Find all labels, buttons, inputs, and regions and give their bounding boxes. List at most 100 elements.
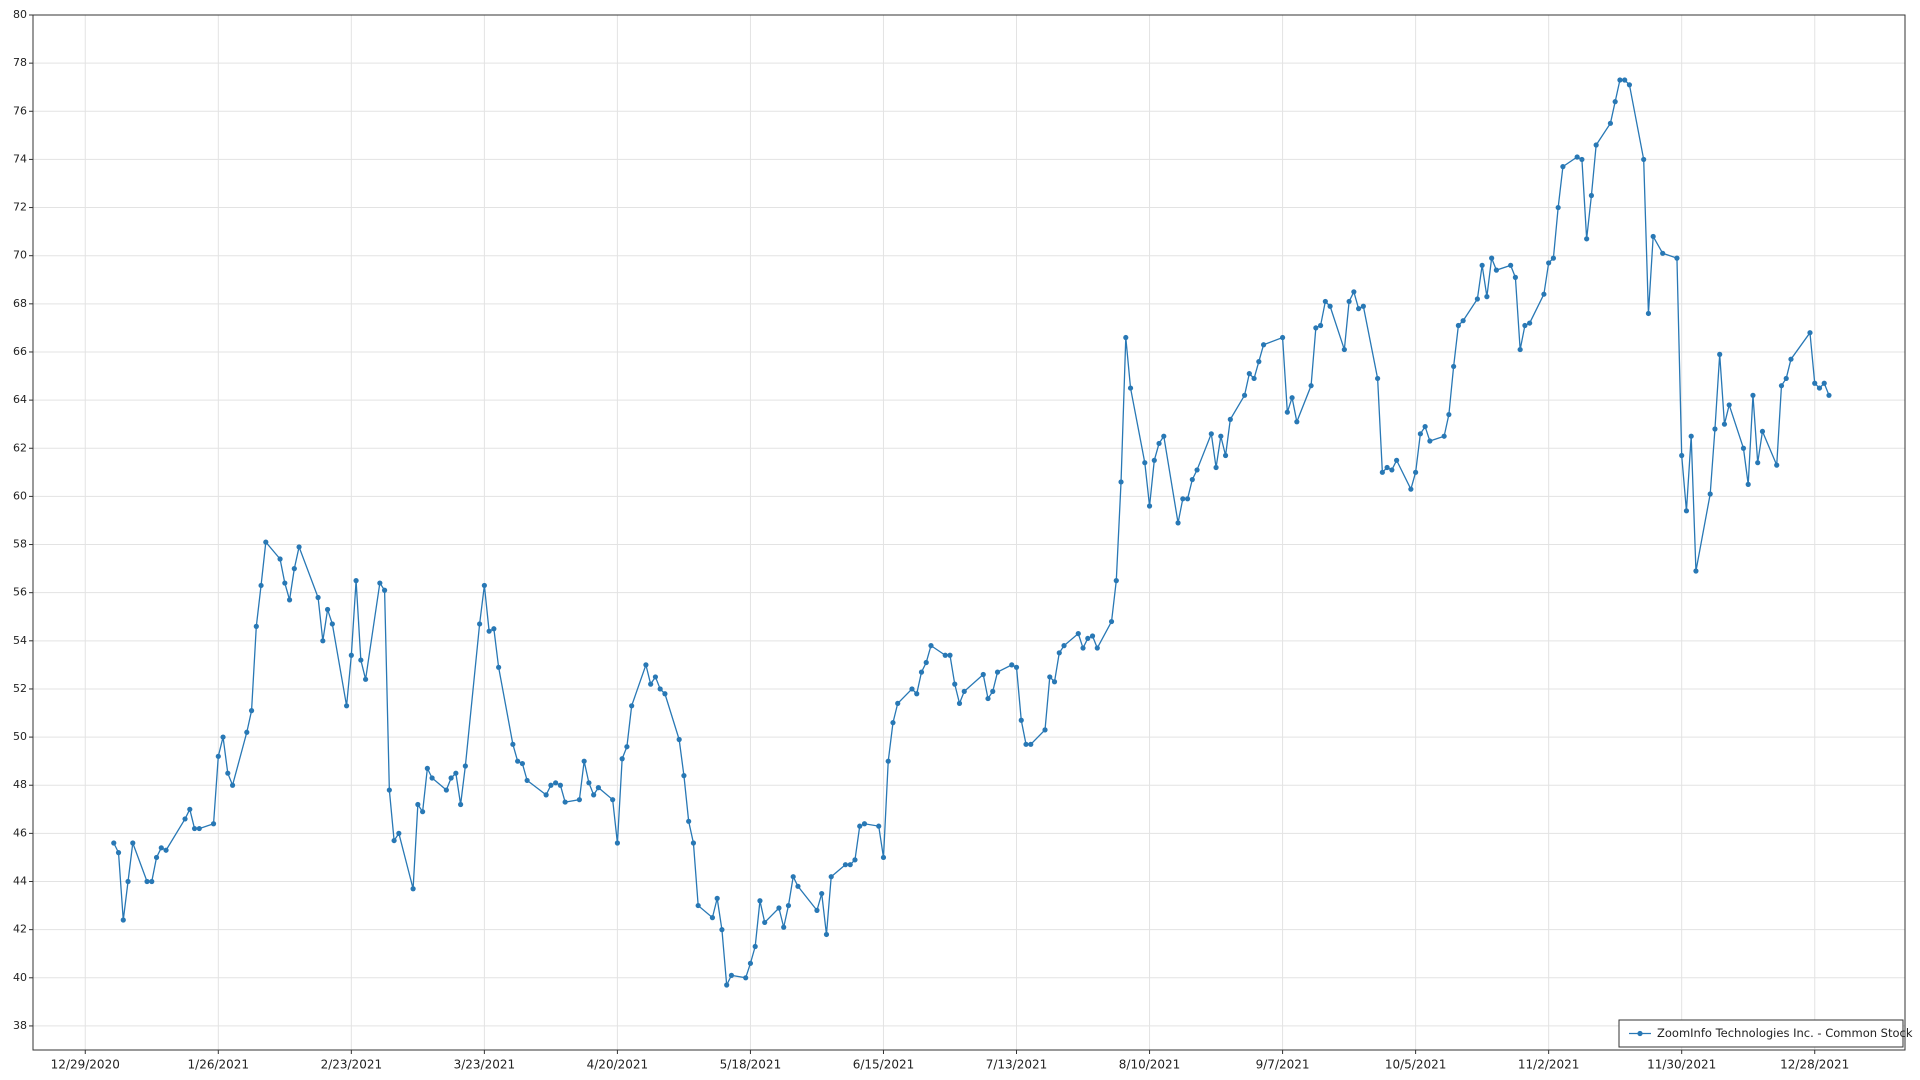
point bbox=[947, 652, 953, 658]
point bbox=[458, 801, 464, 808]
x-tick-label: 1/26/2021 bbox=[188, 1058, 250, 1072]
point bbox=[282, 580, 288, 586]
point bbox=[149, 878, 155, 885]
point bbox=[182, 816, 188, 822]
point bbox=[1607, 120, 1614, 126]
point bbox=[657, 686, 663, 692]
point bbox=[980, 671, 986, 678]
point bbox=[695, 902, 701, 909]
point bbox=[225, 770, 231, 776]
point bbox=[1118, 479, 1124, 485]
point bbox=[1726, 402, 1732, 408]
point bbox=[1740, 445, 1747, 451]
point bbox=[443, 787, 449, 793]
point bbox=[1417, 431, 1423, 437]
point bbox=[757, 898, 763, 904]
point bbox=[1075, 630, 1081, 637]
point bbox=[1284, 409, 1290, 415]
point bbox=[1479, 262, 1485, 268]
point bbox=[923, 659, 929, 666]
point bbox=[1341, 346, 1347, 353]
point bbox=[1108, 618, 1115, 625]
point bbox=[396, 830, 402, 836]
point bbox=[1346, 298, 1352, 305]
point bbox=[191, 825, 198, 832]
point bbox=[1279, 334, 1286, 341]
point bbox=[187, 806, 193, 812]
x-tick-label: 2/23/2021 bbox=[321, 1058, 383, 1072]
point bbox=[125, 878, 131, 885]
point bbox=[296, 544, 302, 550]
point bbox=[481, 582, 487, 589]
point bbox=[861, 821, 868, 827]
point bbox=[795, 883, 801, 889]
point bbox=[819, 890, 825, 897]
point bbox=[248, 708, 255, 714]
point bbox=[153, 854, 160, 861]
point bbox=[1413, 469, 1419, 475]
point bbox=[719, 927, 725, 933]
point bbox=[1375, 375, 1381, 382]
point bbox=[895, 700, 901, 706]
point bbox=[1009, 662, 1015, 668]
point bbox=[880, 854, 887, 861]
legend-marker bbox=[1637, 1030, 1643, 1037]
point bbox=[994, 669, 1001, 675]
point bbox=[1085, 635, 1091, 642]
point bbox=[1161, 433, 1167, 439]
point bbox=[1241, 392, 1248, 398]
point bbox=[315, 594, 321, 601]
point bbox=[614, 840, 621, 846]
x-tick-label: 11/30/2021 bbox=[1647, 1058, 1716, 1072]
point bbox=[477, 621, 483, 627]
point bbox=[377, 580, 383, 586]
point bbox=[1712, 426, 1718, 432]
point bbox=[681, 773, 687, 779]
point bbox=[1721, 421, 1728, 427]
point bbox=[728, 972, 735, 978]
point bbox=[1175, 520, 1181, 526]
point bbox=[115, 850, 122, 856]
point bbox=[111, 840, 117, 846]
point bbox=[643, 662, 649, 668]
point bbox=[918, 669, 925, 675]
y-tick-label: 74 bbox=[13, 152, 27, 165]
point bbox=[1489, 255, 1495, 261]
point bbox=[1427, 438, 1433, 444]
point bbox=[586, 780, 592, 786]
point bbox=[386, 787, 392, 793]
point bbox=[1650, 233, 1656, 240]
point bbox=[491, 626, 497, 632]
point bbox=[676, 736, 682, 743]
y-tick-label: 56 bbox=[13, 586, 27, 599]
point bbox=[914, 691, 920, 697]
point bbox=[629, 703, 635, 709]
point bbox=[120, 917, 126, 923]
point bbox=[928, 643, 934, 649]
point bbox=[1527, 320, 1533, 326]
legend-box bbox=[1618, 1019, 1904, 1048]
point bbox=[952, 681, 958, 687]
y-tick-label: 52 bbox=[13, 682, 27, 695]
y-tick-label: 58 bbox=[13, 538, 27, 551]
point bbox=[1194, 467, 1200, 473]
point bbox=[410, 886, 416, 892]
point bbox=[1051, 679, 1058, 685]
point bbox=[519, 760, 525, 767]
point bbox=[1717, 351, 1723, 357]
point bbox=[381, 587, 388, 593]
y-tick-label: 50 bbox=[13, 730, 27, 743]
point bbox=[1455, 322, 1461, 329]
point bbox=[581, 758, 587, 764]
point bbox=[885, 758, 891, 764]
point bbox=[1056, 650, 1062, 656]
point bbox=[1146, 503, 1153, 509]
x-tick-label: 9/7/2021 bbox=[1256, 1058, 1310, 1072]
point bbox=[358, 657, 364, 663]
point bbox=[1512, 274, 1518, 280]
point bbox=[258, 582, 264, 589]
point bbox=[158, 845, 164, 851]
point bbox=[576, 797, 582, 803]
point bbox=[624, 744, 630, 750]
x-tick-label: 5/18/2021 bbox=[720, 1058, 782, 1072]
